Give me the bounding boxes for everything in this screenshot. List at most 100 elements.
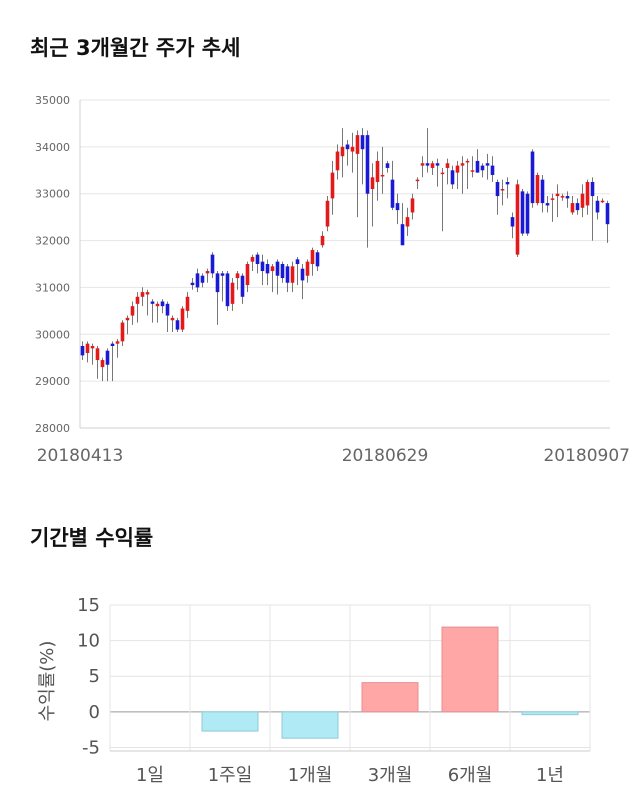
candle (180, 306, 185, 332)
candle (555, 184, 560, 218)
candle (440, 167, 445, 232)
candle-body (310, 249, 315, 264)
y-tick-label: 0 (89, 702, 100, 723)
x-tick-label: 1주일 (208, 765, 253, 786)
candle (390, 160, 395, 211)
candle-body (275, 261, 280, 276)
candle-body (380, 174, 385, 177)
candle-body (315, 252, 320, 267)
y-tick-label: 29000 (35, 375, 70, 388)
candle-body (300, 268, 305, 281)
candle-body (450, 170, 455, 185)
candle (200, 273, 205, 288)
date-x-axis: 20180413 20180629 20180907 (37, 446, 630, 466)
candle (285, 264, 290, 293)
candle (500, 179, 505, 206)
candle (475, 149, 480, 173)
candle (160, 299, 165, 314)
candle-body (150, 301, 155, 304)
candle (570, 196, 575, 215)
candle-body (270, 266, 275, 272)
candle-body (320, 235, 325, 246)
candle-body (85, 343, 90, 354)
candle (115, 338, 120, 358)
candle (415, 177, 420, 190)
candle (360, 128, 365, 185)
candle (270, 264, 275, 293)
candle (95, 346, 100, 379)
candle (550, 193, 555, 222)
candle (280, 261, 285, 283)
candle-body (405, 217, 410, 227)
candle (210, 252, 215, 279)
candle (535, 172, 540, 206)
candle (255, 252, 260, 274)
period-x-axis: 1일 1주일 1개월 3개월 6개월 1년 (136, 765, 564, 786)
candle-body (145, 292, 150, 295)
candlestick-chart: 28000 29000 30000 31000 32000 33000 34000 35000… (35, 94, 630, 466)
candle-body (110, 343, 115, 346)
return-bar (281, 711, 339, 739)
return-bar (521, 711, 579, 716)
candle-body (290, 266, 295, 283)
candles (80, 128, 610, 382)
candle-body (445, 163, 450, 168)
candle-body (160, 301, 165, 307)
returns-y-axis-label: 수익률(%) (37, 641, 58, 722)
candle (400, 203, 405, 246)
candle-body (100, 360, 105, 368)
candle (420, 156, 425, 178)
candle-body (480, 165, 485, 171)
candle-body (265, 264, 270, 274)
candle-body (580, 193, 585, 208)
candle (190, 278, 195, 290)
candle (220, 271, 225, 302)
candle (205, 268, 210, 283)
candle (495, 179, 500, 215)
candle-body (550, 198, 555, 200)
candle-body (555, 193, 560, 197)
candle-body (515, 184, 520, 255)
candle-body (210, 254, 215, 274)
candle (345, 139, 350, 166)
candle (365, 130, 370, 248)
candle-body (545, 203, 550, 206)
candle (350, 132, 355, 173)
x-tick-label: 1년 (536, 765, 564, 786)
candle-body (200, 275, 205, 283)
candle (145, 289, 150, 316)
candle-body (155, 303, 160, 307)
candle-body (105, 350, 110, 365)
x-tick-label: 6개월 (448, 765, 493, 786)
candle-body (505, 182, 510, 185)
candle (335, 144, 340, 180)
candle (460, 156, 465, 194)
candle-body (595, 200, 600, 213)
candle-body (325, 200, 330, 227)
candle-body (435, 163, 440, 166)
candle (355, 130, 360, 218)
candle-body (350, 146, 355, 152)
candle (545, 196, 550, 213)
candle (565, 191, 570, 208)
candle-body (345, 144, 350, 150)
candle (300, 264, 305, 300)
candle-body (535, 174, 540, 204)
candle-body (90, 346, 95, 349)
candle-body (475, 160, 480, 173)
candle-body (165, 303, 170, 316)
candle-body (250, 256, 255, 262)
candle-body (175, 320, 180, 330)
candle (490, 156, 495, 182)
candle-body (255, 254, 260, 264)
candle (515, 179, 520, 257)
candle (385, 160, 390, 173)
candle (525, 191, 530, 236)
y-tick-label: -5 (82, 737, 100, 758)
y-tick-label: 35000 (35, 94, 70, 107)
candle (225, 271, 230, 311)
candle (410, 193, 415, 220)
price-y-axis: 28000 29000 30000 31000 32000 33000 34000 35000 (35, 94, 70, 435)
candle-body (95, 348, 100, 361)
candle-body (400, 224, 405, 246)
